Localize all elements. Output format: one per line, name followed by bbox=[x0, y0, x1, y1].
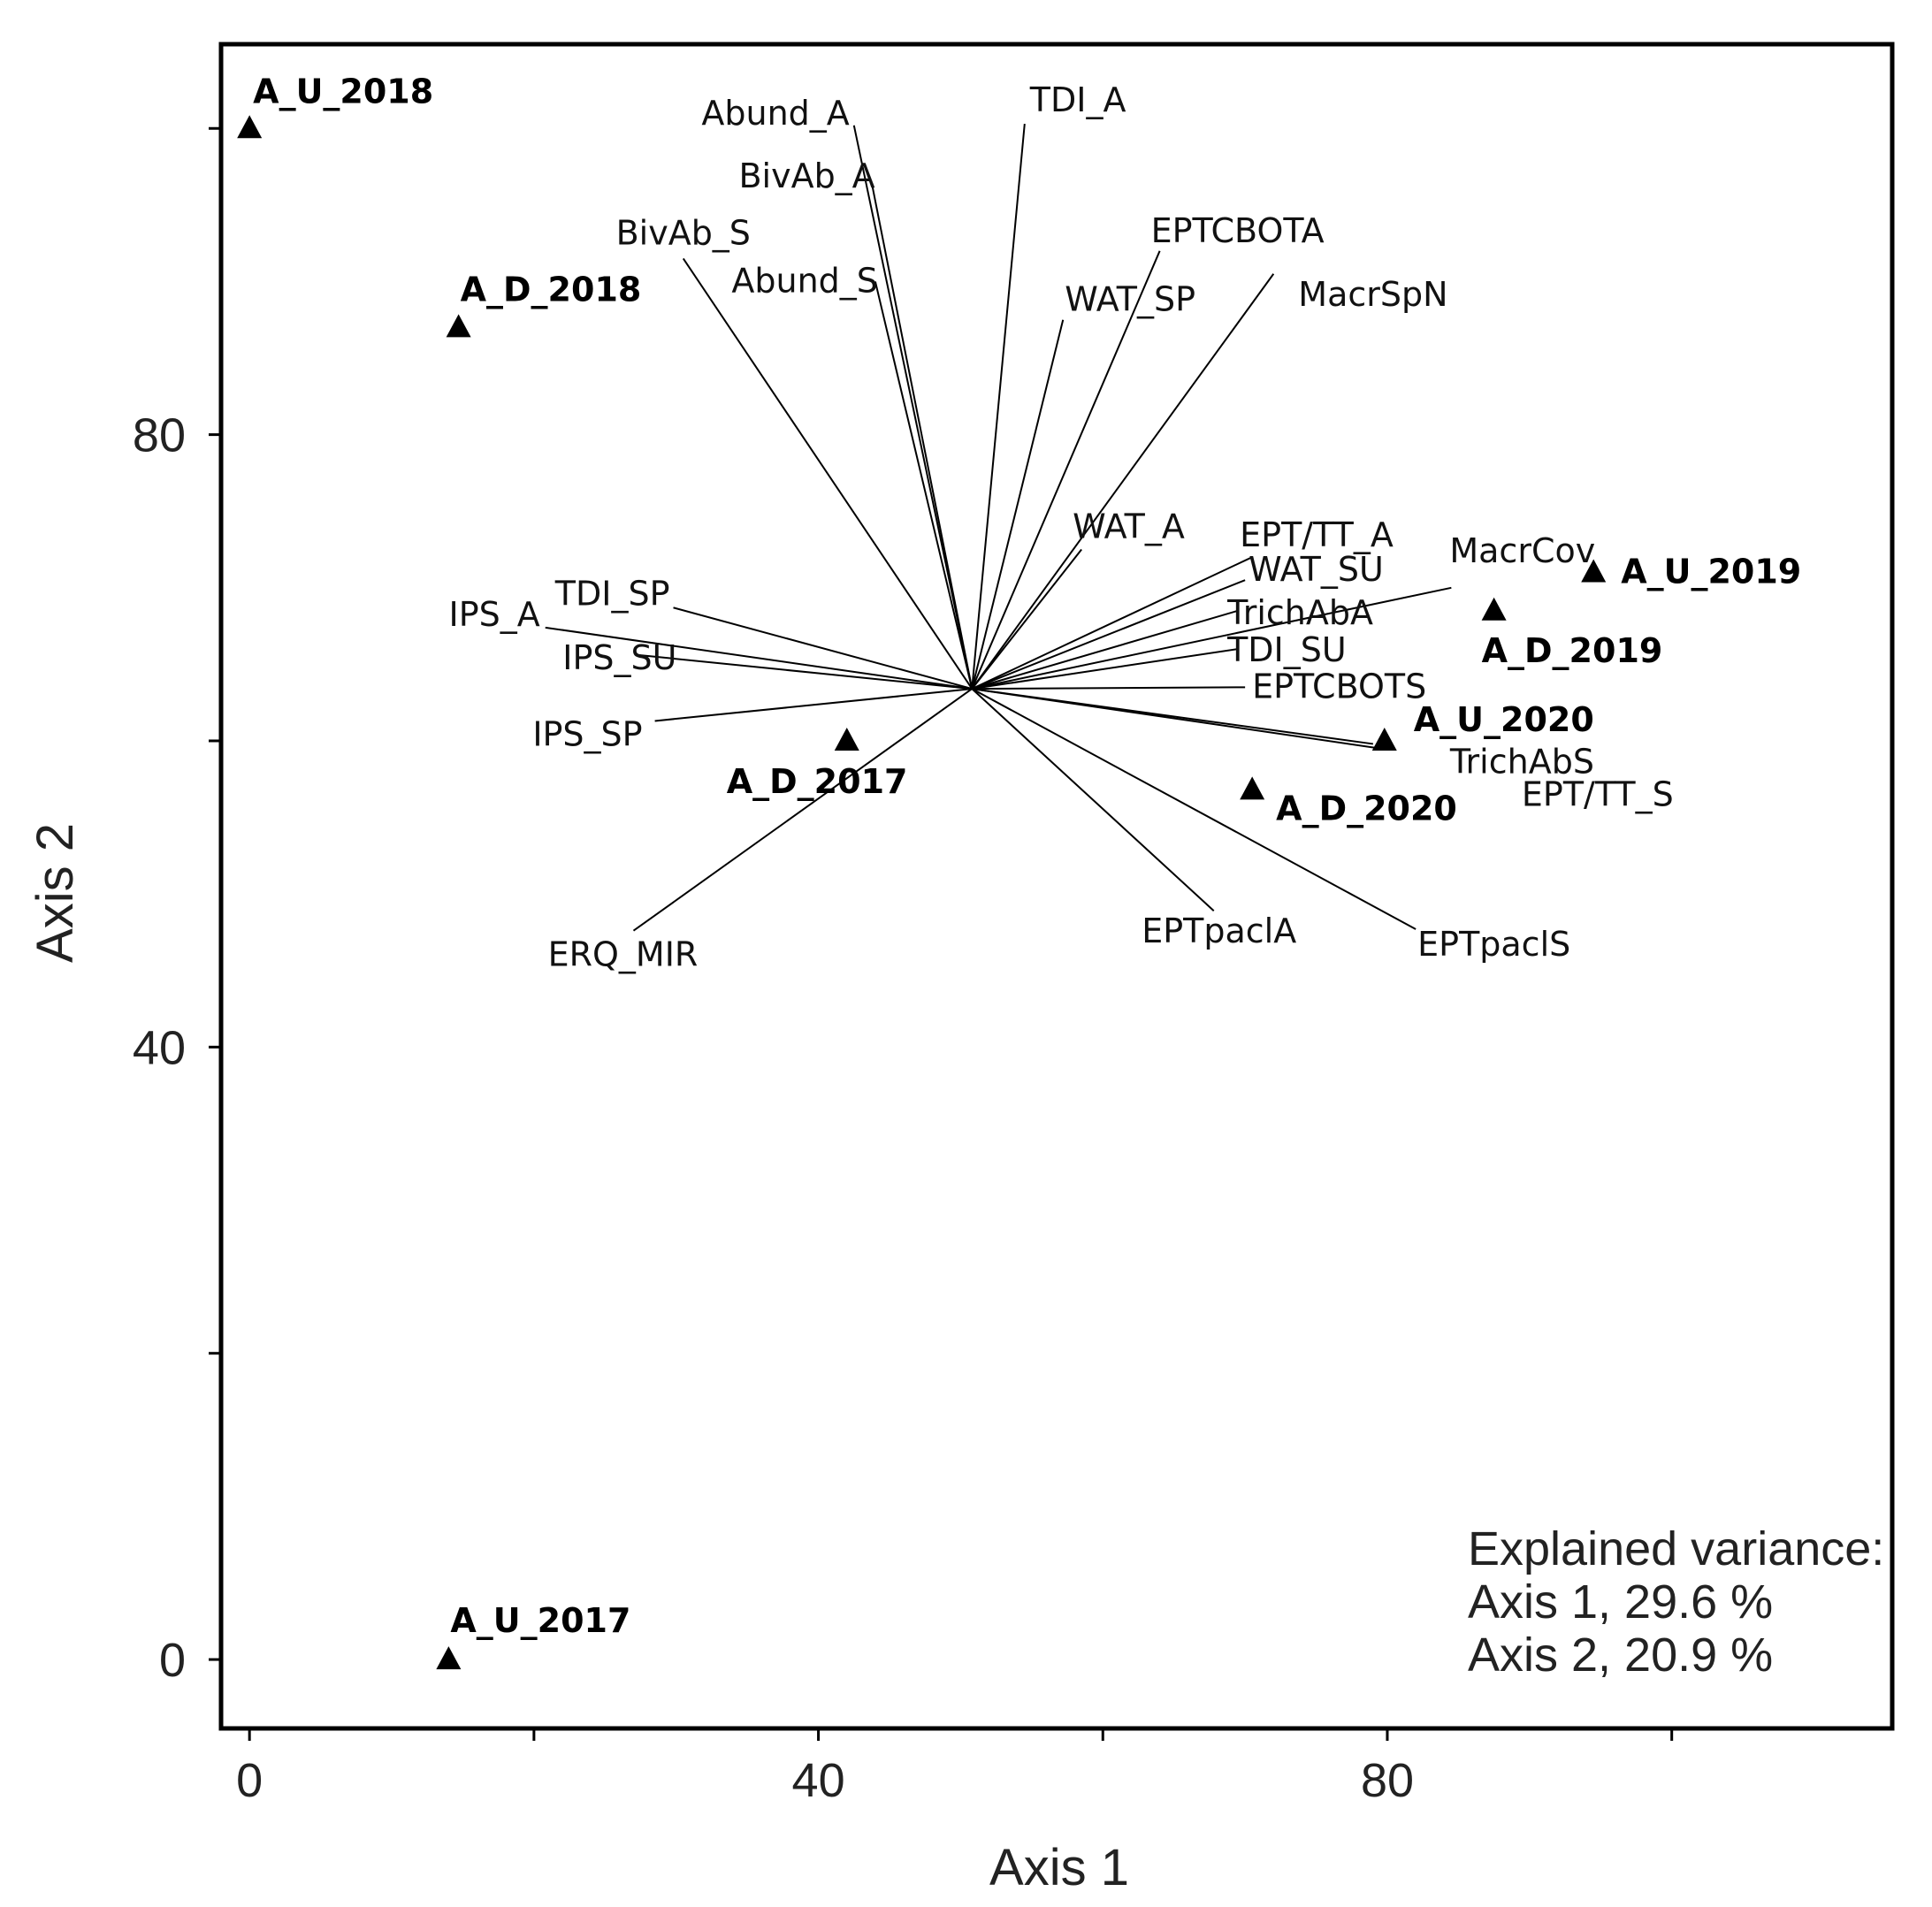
site-label-a-u-2017: A_U_2017 bbox=[450, 1601, 630, 1640]
vector-line-ept-tt-a bbox=[971, 556, 1253, 690]
vector-label-tdi-su: TDI_SU bbox=[1226, 630, 1347, 669]
vector-label-wat-a: WAT_A bbox=[1073, 507, 1185, 546]
vector-line-wat-a bbox=[971, 548, 1082, 690]
site-label-a-d-2018: A_D_2018 bbox=[461, 270, 642, 309]
site-marker-a-u-2017 bbox=[436, 1646, 462, 1670]
site-label-a-u-2020: A_U_2020 bbox=[1414, 700, 1594, 739]
vector-line-macrspn bbox=[971, 273, 1275, 690]
vector-line-trichaba bbox=[972, 609, 1239, 690]
vector-label-ips-su: IPS_SU bbox=[562, 638, 676, 677]
x-tick-label: 0 bbox=[236, 1754, 263, 1807]
plot-frame bbox=[218, 42, 1895, 1731]
explained-variance-axis2: Axis 2, 20.9 % bbox=[1468, 1629, 1773, 1682]
vector-label-eptpacls: EPTpaclS bbox=[1417, 925, 1570, 964]
vector-label-abund-a: Abund_A bbox=[701, 94, 849, 133]
vector-line-macrcov bbox=[972, 586, 1452, 690]
vector-label-ips-sp: IPS_SP bbox=[532, 714, 642, 753]
vector-label-macrspn: MacrSpN bbox=[1298, 275, 1447, 314]
vector-label-wat-su: WAT_SU bbox=[1249, 550, 1384, 589]
vector-line-wat-sp bbox=[971, 319, 1065, 690]
site-marker-a-u-2019 bbox=[1581, 559, 1607, 583]
vector-line-eptpacls bbox=[971, 688, 1417, 930]
site-label-a-d-2019: A_D_2019 bbox=[1482, 631, 1663, 670]
site-label-a-d-2020: A_D_2020 bbox=[1276, 789, 1457, 828]
site-marker-a-d-2019 bbox=[1481, 597, 1507, 621]
vector-line-tdi-sp bbox=[673, 606, 973, 690]
vector-line-ips-sp bbox=[654, 688, 973, 722]
vectors-layer bbox=[545, 123, 1452, 932]
site-marker-a-d-2020 bbox=[1240, 776, 1265, 800]
vector-label-bivab-s: BivAb_S bbox=[616, 213, 751, 252]
vector-line-eptcbots bbox=[972, 686, 1246, 690]
site-marker-a-d-2017 bbox=[834, 727, 859, 751]
site-label-a-u-2018: A_U_2018 bbox=[253, 72, 433, 111]
vector-label-bivab-a: BivAb_A bbox=[738, 156, 874, 195]
x-tick-label: 40 bbox=[792, 1754, 845, 1807]
vector-labels-layer: Abund_A BivAb_A BivAb_S Abund_S TDI_A EPTCBOT… bbox=[448, 80, 1673, 974]
vector-line-ips-a bbox=[545, 626, 973, 690]
y-tick-label: 80 bbox=[133, 409, 186, 462]
vector-label-ips-a: IPS_A bbox=[448, 595, 539, 634]
vector-line-ips-su bbox=[638, 654, 973, 690]
vector-label-eptcbota: EPTCBOTA bbox=[1151, 211, 1325, 250]
site-marker-a-u-2018 bbox=[237, 115, 263, 139]
vector-line-tdi-a bbox=[971, 123, 1026, 690]
vector-label-erq-mir: ERQ_MIR bbox=[548, 935, 699, 974]
site-marker-a-u-2020 bbox=[1371, 727, 1397, 751]
vector-line-wat-su bbox=[971, 579, 1246, 690]
site-label-a-u-2019: A_U_2019 bbox=[1621, 552, 1801, 591]
vector-label-abund-s: Abund_S bbox=[731, 261, 878, 300]
vector-label-eptpacla: EPTpaclA bbox=[1142, 912, 1296, 950]
x-tick-label: 80 bbox=[1361, 1754, 1414, 1807]
vector-line-bivab-a bbox=[871, 186, 974, 690]
vector-label-tdi-sp: TDI_SP bbox=[554, 574, 670, 613]
vector-label-trichabs: TrichAbS bbox=[1449, 743, 1594, 782]
vector-label-trichaba: TrichAbA bbox=[1226, 593, 1373, 632]
vector-line-ept-tt-s bbox=[972, 688, 1374, 745]
vector-label-ept-tt-a: EPT/TT_A bbox=[1240, 515, 1394, 554]
vector-line-abund-a bbox=[852, 125, 974, 690]
vector-line-erq-mir bbox=[632, 688, 973, 932]
y-tick-label: 0 bbox=[159, 1634, 186, 1687]
y-axis-title: Axis 2 bbox=[27, 823, 84, 963]
explained-variance-title: Explained variance: bbox=[1468, 1522, 1884, 1575]
x-axis-title: Axis 1 bbox=[989, 1839, 1129, 1896]
vector-line-eptpacla bbox=[971, 688, 1215, 912]
vector-label-wat-sp: WAT_SP bbox=[1065, 280, 1195, 319]
sites-layer: A_U_2018 A_D_2018 A_U_2019 A_D_2019 A_U_2020… bbox=[237, 72, 1801, 1670]
vector-label-ept-tt-s: EPT/TT_S bbox=[1522, 774, 1674, 813]
vector-label-tdi-a: TDI_A bbox=[1029, 80, 1126, 119]
vector-line-abund-s bbox=[874, 281, 974, 690]
vector-label-macrcov: MacrCov bbox=[1449, 531, 1595, 570]
vector-line-tdi-su bbox=[972, 648, 1239, 690]
explained-variance-axis1: Axis 1, 29.6 % bbox=[1468, 1575, 1773, 1629]
vector-label-eptcbots: EPTCBOTS bbox=[1252, 667, 1426, 706]
y-tick-label: 40 bbox=[133, 1021, 186, 1074]
vector-line-eptcbota bbox=[971, 250, 1161, 690]
vector-line-bivab-s bbox=[682, 257, 974, 690]
site-marker-a-d-2018 bbox=[446, 314, 471, 338]
site-label-a-d-2017: A_D_2017 bbox=[727, 762, 908, 801]
ticks-layer: 0 40 80 0 40 80 bbox=[133, 126, 1674, 1807]
